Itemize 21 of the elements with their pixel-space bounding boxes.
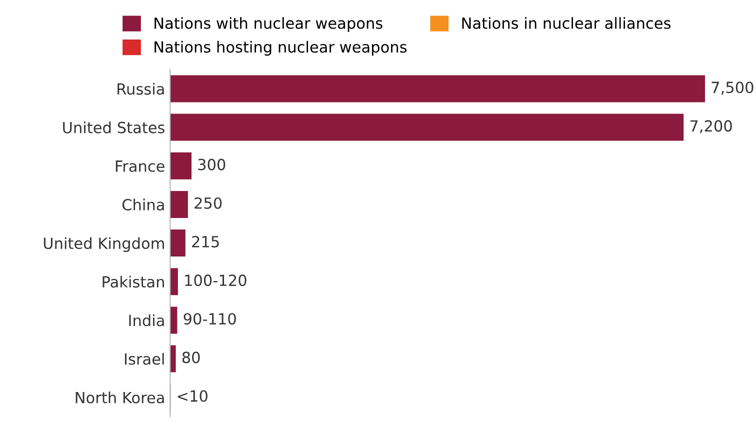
data-label: 250	[194, 197, 222, 209]
y-tick-label: Israel	[124, 352, 164, 365]
data-label: 80	[182, 352, 200, 364]
data-label: 7,200	[690, 120, 732, 134]
legend-label: Nations hosting nuclear weapons	[154, 40, 407, 56]
data-label: 300	[198, 158, 226, 170]
y-tick-label: France	[116, 160, 164, 172]
data-label: 215	[192, 236, 219, 248]
y-tick-label: Russia	[118, 82, 164, 95]
y-tick-label: North Korea	[76, 392, 164, 404]
y-tick-label: Pakistan	[102, 276, 164, 288]
legend-label: Nations with nuclear weapons	[154, 17, 382, 32]
legend-label: Nations in nuclear alliances	[462, 17, 670, 29]
data-label: <10	[178, 390, 208, 402]
y-tick-label: United States	[63, 122, 164, 134]
y-tick-label: China	[122, 198, 164, 210]
data-label: 90-110	[184, 313, 236, 325]
y-tick-label: United Kingdom	[44, 237, 164, 252]
y-tick-label: India	[129, 314, 164, 326]
data-label: 100-120	[185, 274, 246, 286]
data-label: 7,500	[712, 82, 754, 95]
